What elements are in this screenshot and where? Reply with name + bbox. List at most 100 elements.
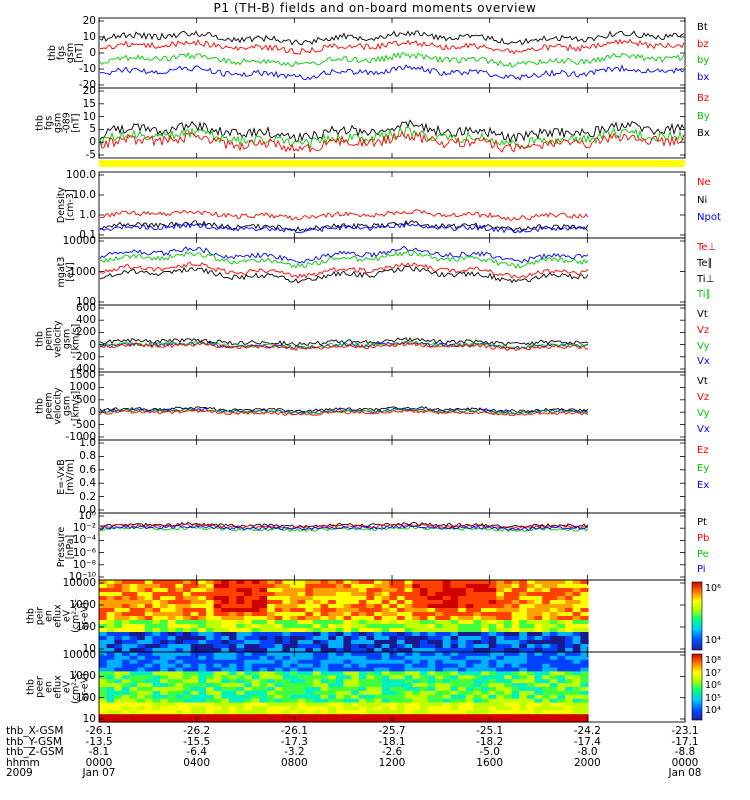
spectrogram-cell bbox=[129, 592, 138, 597]
spectrogram-cell bbox=[458, 580, 467, 585]
spectrogram-cell bbox=[458, 698, 467, 704]
spectrogram-cell bbox=[282, 632, 291, 637]
spectrogram-cell bbox=[496, 620, 505, 625]
spectrogram-cell bbox=[488, 667, 497, 673]
spectrogram-cell bbox=[175, 659, 184, 665]
spectrogram-cell bbox=[213, 636, 222, 641]
spectrogram-cell bbox=[343, 644, 352, 649]
spectrogram-cell bbox=[442, 652, 451, 657]
spectrogram-cell bbox=[198, 671, 207, 676]
spectrogram-cell bbox=[129, 675, 138, 680]
spectrogram-cell bbox=[236, 608, 245, 613]
spectrogram-cell bbox=[549, 600, 558, 605]
spectrogram-cell bbox=[335, 694, 345, 700]
spectrogram-cell bbox=[129, 608, 138, 613]
spectrogram-cell bbox=[366, 667, 375, 673]
spectrogram-cell bbox=[259, 694, 268, 700]
spectrogram-cell bbox=[144, 706, 153, 711]
spectrogram-cell bbox=[328, 600, 337, 605]
spectrogram-cell bbox=[351, 588, 360, 593]
spectrogram-cell bbox=[213, 671, 222, 676]
spectrogram-cell bbox=[465, 632, 474, 637]
spectrogram-cell bbox=[297, 600, 306, 605]
spectrogram-cell bbox=[389, 714, 398, 719]
spectrogram-cell bbox=[183, 592, 192, 597]
curve-fgs-0 bbox=[99, 30, 685, 46]
spectrogram-cell bbox=[335, 628, 345, 633]
spectrogram-cell bbox=[488, 718, 497, 723]
spectrogram-cell bbox=[106, 714, 115, 719]
spectrogram-cell bbox=[572, 620, 581, 625]
spectrogram-cell bbox=[427, 588, 436, 593]
spectrogram-cell bbox=[152, 648, 161, 653]
spectrogram-cell bbox=[412, 679, 421, 684]
spectrogram-cell bbox=[328, 616, 337, 621]
spectrogram-cell bbox=[190, 644, 199, 649]
spectrogram-cell bbox=[106, 596, 115, 601]
spectrogram-cell bbox=[121, 698, 131, 704]
legend-entry: Te∥ bbox=[697, 257, 713, 269]
spectrogram-cell bbox=[236, 612, 245, 617]
spectrogram-cell bbox=[297, 604, 306, 609]
spectrogram-cell bbox=[580, 706, 589, 711]
spectrogram-cell bbox=[473, 608, 482, 613]
spectrogram-cell bbox=[412, 620, 421, 625]
spectrogram-cell bbox=[458, 644, 467, 649]
spectrogram-cell bbox=[473, 698, 482, 704]
spectrogram-cell bbox=[274, 592, 283, 597]
spectrogram-cell bbox=[175, 616, 184, 621]
spectrogram-cell bbox=[121, 683, 131, 688]
spectrogram-cell bbox=[496, 624, 505, 629]
spectrogram-cell bbox=[99, 663, 108, 669]
spectrogram-cell bbox=[565, 580, 574, 585]
spectrogram-cell bbox=[137, 612, 146, 617]
spectrogram-cell bbox=[565, 652, 574, 657]
spectrogram-cell bbox=[481, 644, 490, 649]
spectrogram-cell bbox=[99, 588, 108, 593]
spectrogram-cell bbox=[496, 671, 505, 676]
spectrogram-cell bbox=[511, 636, 520, 641]
spectrogram-cell bbox=[419, 714, 429, 719]
spectrogram-cell bbox=[358, 655, 367, 661]
spectrogram-cell bbox=[427, 592, 436, 597]
spectrogram-cell bbox=[542, 679, 551, 684]
spectrogram-cell bbox=[427, 632, 436, 637]
spectrogram-cell bbox=[236, 628, 245, 633]
spectrogram-cell bbox=[458, 659, 467, 665]
spectrogram-cell bbox=[106, 620, 115, 625]
spectrogram-cell bbox=[397, 659, 406, 665]
spectrogram-cell bbox=[144, 663, 153, 669]
spectrogram-cell bbox=[450, 679, 459, 684]
spectrogram-cell bbox=[488, 683, 497, 688]
spectrogram-cell bbox=[320, 636, 329, 641]
spectrogram-cell bbox=[213, 588, 222, 593]
spectrogram-cell bbox=[465, 690, 474, 696]
spectrogram-cell bbox=[290, 663, 299, 669]
spectrogram-cell bbox=[106, 652, 115, 657]
spectrogram-cell bbox=[374, 706, 383, 711]
spectrogram-cell bbox=[542, 604, 551, 609]
spectrogram-cell bbox=[183, 714, 192, 719]
spectrogram-cell bbox=[542, 671, 551, 676]
spectrogram-cell bbox=[297, 690, 306, 696]
spectrogram-cell bbox=[412, 604, 421, 609]
spectrogram-cell bbox=[267, 616, 276, 621]
spectrogram-cell bbox=[580, 687, 589, 692]
spectrogram-cell bbox=[206, 698, 215, 704]
spectrogram-cell bbox=[160, 702, 169, 708]
spectrogram-cell bbox=[526, 632, 536, 637]
spectrogram-cell bbox=[267, 592, 276, 597]
spectrogram-cell bbox=[175, 600, 184, 605]
spectrogram-cell bbox=[114, 652, 123, 657]
spectrogram-cell bbox=[320, 671, 329, 676]
spectrogram-cell bbox=[312, 648, 322, 653]
spectrogram-cell bbox=[175, 694, 184, 700]
spectrogram-cell bbox=[397, 588, 406, 593]
spectrogram-cell bbox=[221, 714, 230, 719]
spectrogram-cell bbox=[267, 628, 276, 633]
spectrogram-cell bbox=[504, 659, 513, 665]
spectrogram-cell bbox=[358, 706, 367, 711]
spectrogram-cell bbox=[580, 644, 589, 649]
spectrogram-cell bbox=[320, 702, 329, 708]
spectrogram-cell bbox=[206, 675, 215, 680]
